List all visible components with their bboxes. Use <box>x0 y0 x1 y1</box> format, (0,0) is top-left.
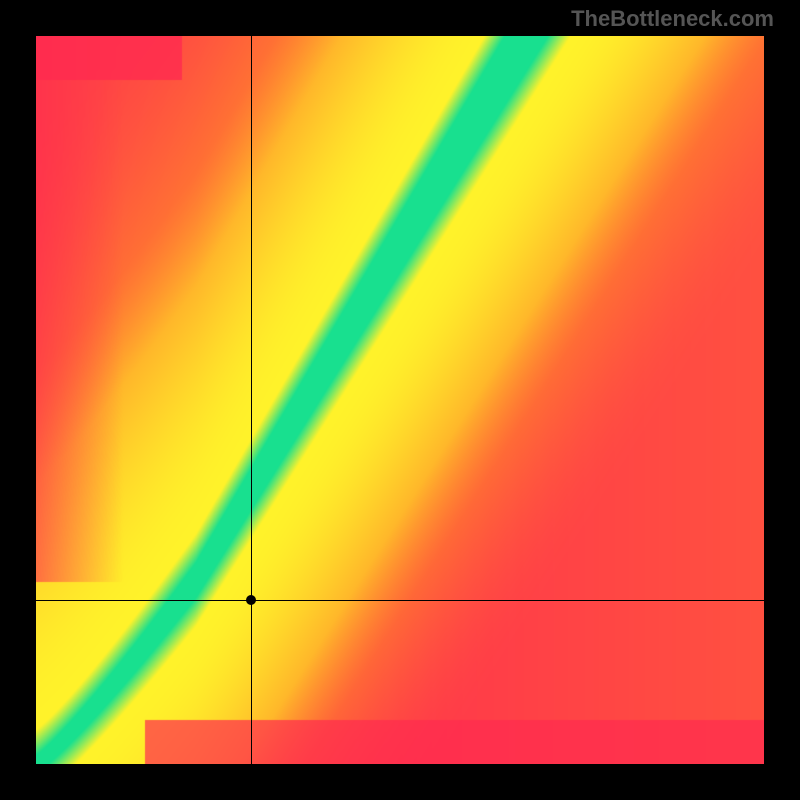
crosshair-horizontal <box>36 600 764 601</box>
plot-area <box>36 36 764 764</box>
heatmap-canvas <box>36 36 764 764</box>
watermark-text: TheBottleneck.com <box>571 6 774 32</box>
crosshair-marker <box>246 595 256 605</box>
chart-container: TheBottleneck.com <box>0 0 800 800</box>
crosshair-vertical <box>251 36 252 764</box>
